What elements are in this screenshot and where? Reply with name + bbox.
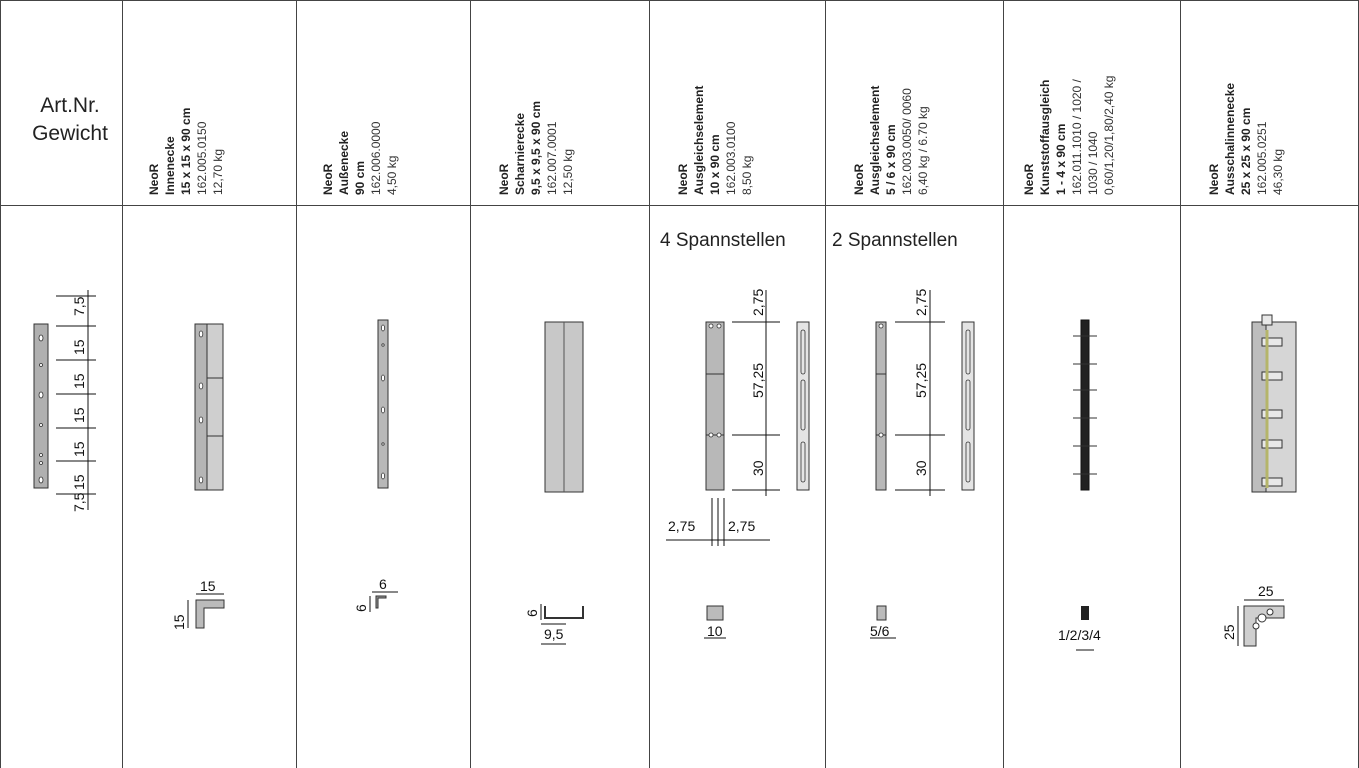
rail-dim-5: 15 bbox=[71, 474, 87, 490]
header-artnr-gewicht: Art.Nr. Gewicht bbox=[20, 92, 120, 148]
artnr-label: Art.Nr. bbox=[40, 94, 100, 117]
innen-dim-h: 15 bbox=[171, 614, 187, 630]
rail-dim-6: 7,5 bbox=[71, 492, 87, 512]
ausgl56-dim-top: 2,75 bbox=[913, 289, 929, 316]
aussen-dim-h: 6 bbox=[353, 604, 369, 612]
spannstellen-4-label: 4 Spannstellen bbox=[660, 230, 786, 251]
ausgleich10-drawing: 2,75 57,25 30 2,75 2,75 10 bbox=[666, 289, 810, 639]
gewicht-label: Gewicht bbox=[32, 122, 108, 145]
rail-dim-2: 15 bbox=[71, 373, 87, 389]
aussenecke-drawing: 6 6 bbox=[353, 319, 398, 612]
scharnier-dim-h: 6 bbox=[524, 609, 540, 617]
ausgleich56-drawing: 2,75 57,25 30 5/6 bbox=[870, 289, 975, 639]
ausgl10-dim: 10 bbox=[707, 623, 723, 639]
innenecke-drawing: 15 15 bbox=[171, 323, 225, 630]
ausgl56-dim-mid: 57,25 bbox=[913, 363, 929, 398]
rail-dim-3: 15 bbox=[71, 407, 87, 423]
rail-dim-4: 15 bbox=[71, 441, 87, 457]
scharnier-dim-w: 9,5 bbox=[544, 626, 564, 642]
ausschal-drawing: 25 25 bbox=[1221, 314, 1297, 647]
rail-drawing: 7,5 15 15 15 15 15 7,5 bbox=[33, 290, 96, 512]
kunststoff-drawing: 1/2/3/4 bbox=[1058, 319, 1101, 651]
ausgl56-dim: 5/6 bbox=[870, 623, 890, 639]
ausgl-dim-bot: 30 bbox=[750, 460, 766, 476]
ausschal-dim-h: 25 bbox=[1221, 624, 1237, 640]
kunststoff-dim: 1/2/3/4 bbox=[1058, 627, 1101, 643]
spannstellen-2-label: 2 Spannstellen bbox=[832, 230, 958, 251]
ausgl-dim-left: 2,75 bbox=[668, 518, 695, 534]
innen-dim-w: 15 bbox=[200, 578, 216, 594]
ausschal-dim-w: 25 bbox=[1258, 583, 1274, 599]
rail-dim-0: 7,5 bbox=[71, 296, 87, 316]
ausgl-dim-top: 2,75 bbox=[750, 289, 766, 316]
rail-dim-1: 15 bbox=[71, 339, 87, 355]
ausgl-dim-mid: 57,25 bbox=[750, 363, 766, 398]
scharnierecke-drawing: 6 9,5 bbox=[524, 321, 584, 645]
aussen-dim-w: 6 bbox=[379, 576, 387, 592]
ausgl-dim-right: 2,75 bbox=[728, 518, 755, 534]
ausgl56-dim-bot: 30 bbox=[913, 460, 929, 476]
